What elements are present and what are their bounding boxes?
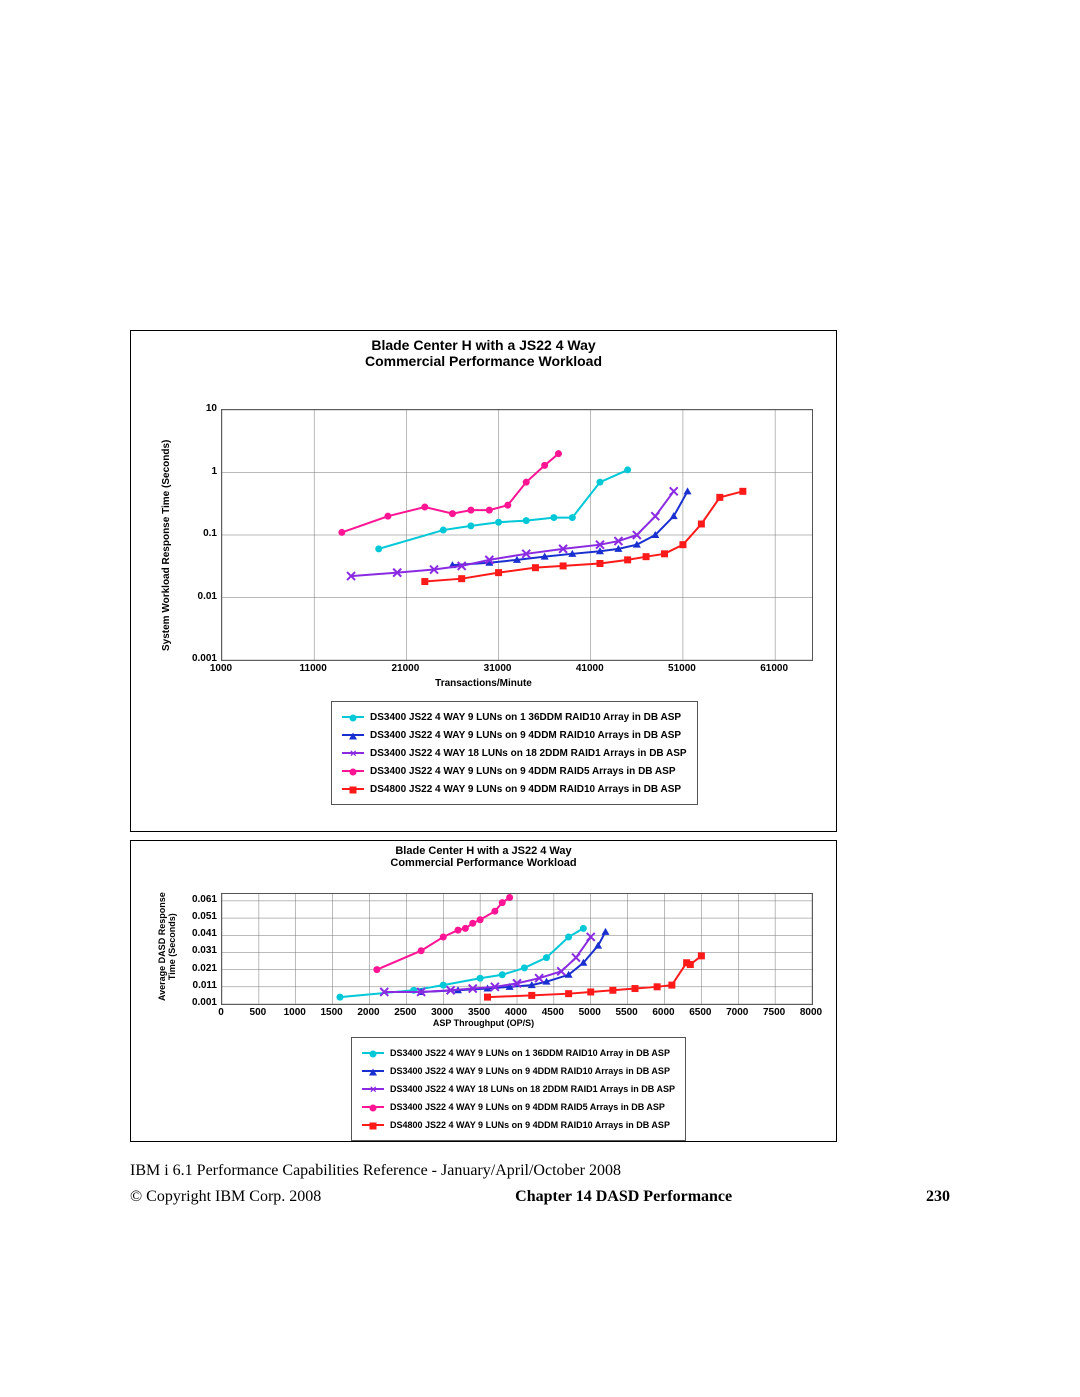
- chart-2-legend: DS3400 JS22 4 WAY 9 LUNs on 1 36DDM RAID…: [351, 1037, 686, 1141]
- legend-label: DS4800 JS22 4 WAY 9 LUNs on 9 4DDM RAID1…: [390, 1120, 670, 1130]
- chart-1-legend: DS3400 JS22 4 WAY 9 LUNs on 1 36DDM RAID…: [331, 701, 698, 805]
- chart-1-container: Blade Center H with a JS22 4 Way Commerc…: [130, 330, 837, 832]
- legend-item: DS4800 JS22 4 WAY 9 LUNs on 9 4DDM RAID1…: [362, 1116, 675, 1134]
- legend-label: DS3400 JS22 4 WAY 9 LUNs on 9 4DDM RAID5…: [370, 766, 675, 777]
- legend-label: DS4800 JS22 4 WAY 9 LUNs on 9 4DDM RAID1…: [370, 784, 681, 795]
- chart-1-plot: [221, 409, 813, 661]
- chart-1-xlabel: Transactions/Minute: [131, 678, 836, 689]
- legend-item: ✕DS3400 JS22 4 WAY 18 LUNs on 18 2DDM RA…: [342, 744, 687, 762]
- footer-copyright: © Copyright IBM Corp. 2008: [130, 1188, 321, 1206]
- chart-2-title-line2: Commercial Performance Workload: [131, 857, 836, 869]
- legend-item: DS3400 JS22 4 WAY 9 LUNs on 9 4DDM RAID5…: [342, 762, 687, 780]
- footer-chapter: Chapter 14 DASD Performance: [515, 1188, 732, 1206]
- chart-1-title-line2: Commercial Performance Workload: [131, 353, 836, 369]
- legend-label: DS3400 JS22 4 WAY 9 LUNs on 1 36DDM RAID…: [390, 1048, 670, 1058]
- legend-label: DS3400 JS22 4 WAY 9 LUNs on 9 4DDM RAID1…: [370, 730, 681, 741]
- chart-2-container: Blade Center H with a JS22 4 Way Commerc…: [130, 840, 837, 1142]
- legend-item: DS3400 JS22 4 WAY 9 LUNs on 1 36DDM RAID…: [362, 1044, 675, 1062]
- chart-1-svg: [222, 410, 812, 660]
- legend-item: DS3400 JS22 4 WAY 9 LUNs on 9 4DDM RAID1…: [362, 1062, 675, 1080]
- legend-item: DS4800 JS22 4 WAY 9 LUNs on 9 4DDM RAID1…: [342, 780, 687, 798]
- legend-item: DS3400 JS22 4 WAY 9 LUNs on 9 4DDM RAID1…: [342, 726, 687, 744]
- chart-2-title: Blade Center H with a JS22 4 Way Commerc…: [131, 845, 836, 869]
- legend-label: DS3400 JS22 4 WAY 18 LUNs on 18 2DDM RAI…: [370, 748, 687, 759]
- chart-2-svg: [222, 894, 812, 1004]
- legend-item: DS3400 JS22 4 WAY 9 LUNs on 9 4DDM RAID5…: [362, 1098, 675, 1116]
- footer-page: 230: [926, 1188, 950, 1206]
- chart-1-title-line1: Blade Center H with a JS22 4 Way: [131, 337, 836, 353]
- legend-item: DS3400 JS22 4 WAY 9 LUNs on 1 36DDM RAID…: [342, 708, 687, 726]
- chart-2-plot: [221, 893, 813, 1005]
- legend-label: DS3400 JS22 4 WAY 9 LUNs on 9 4DDM RAID5…: [390, 1102, 665, 1112]
- legend-label: DS3400 JS22 4 WAY 9 LUNs on 1 36DDM RAID…: [370, 712, 681, 723]
- chart-2-xlabel: ASP Throughput (OP/S): [131, 1018, 836, 1028]
- footer-doc: IBM i 6.1 Performance Capabilities Refer…: [130, 1162, 950, 1180]
- footer-row: © Copyright IBM Corp. 2008 Chapter 14 DA…: [130, 1188, 950, 1206]
- chart-2-title-line1: Blade Center H with a JS22 4 Way: [131, 845, 836, 857]
- legend-label: DS3400 JS22 4 WAY 18 LUNs on 18 2DDM RAI…: [390, 1084, 675, 1094]
- legend-label: DS3400 JS22 4 WAY 9 LUNs on 9 4DDM RAID1…: [390, 1066, 670, 1076]
- page: Blade Center H with a JS22 4 Way Commerc…: [0, 0, 1080, 1397]
- legend-item: ✕DS3400 JS22 4 WAY 18 LUNs on 18 2DDM RA…: [362, 1080, 675, 1098]
- chart-1-title: Blade Center H with a JS22 4 Way Commerc…: [131, 337, 836, 369]
